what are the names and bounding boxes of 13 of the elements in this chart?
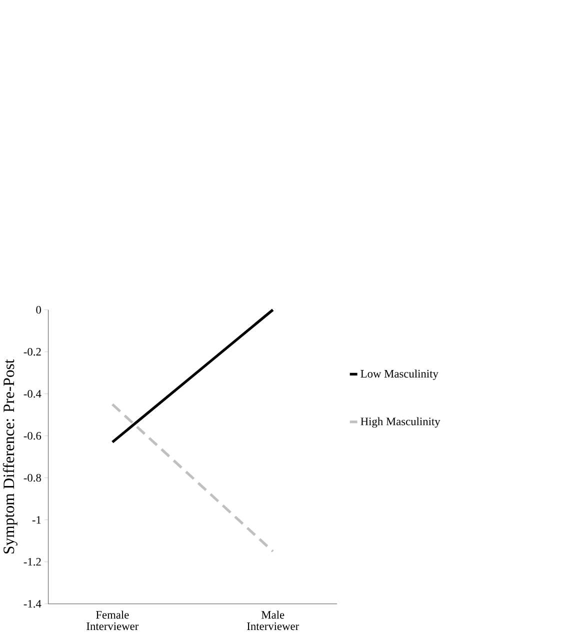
y-tick-label: -1 <box>32 516 41 524</box>
y-tick-label: -0.6 <box>24 432 42 440</box>
y-tick-label: -0.2 <box>24 348 41 356</box>
y-tick-label: -0.4 <box>24 390 42 398</box>
y-axis-title: Symptom Difference: Pre-Post <box>2 359 18 554</box>
legend-label: Low Masculinity <box>360 370 438 380</box>
y-tick-label: -1.4 <box>24 600 42 608</box>
y-tick-label: -0.8 <box>24 474 41 482</box>
x-tick-label: Female Interviewer <box>86 610 138 630</box>
x-tick-label: Male Interviewer <box>247 610 299 630</box>
y-tick-label: 0 <box>36 306 41 314</box>
y-tick-label: -1.2 <box>24 558 41 566</box>
legend-label: High Masculinity <box>360 417 440 428</box>
